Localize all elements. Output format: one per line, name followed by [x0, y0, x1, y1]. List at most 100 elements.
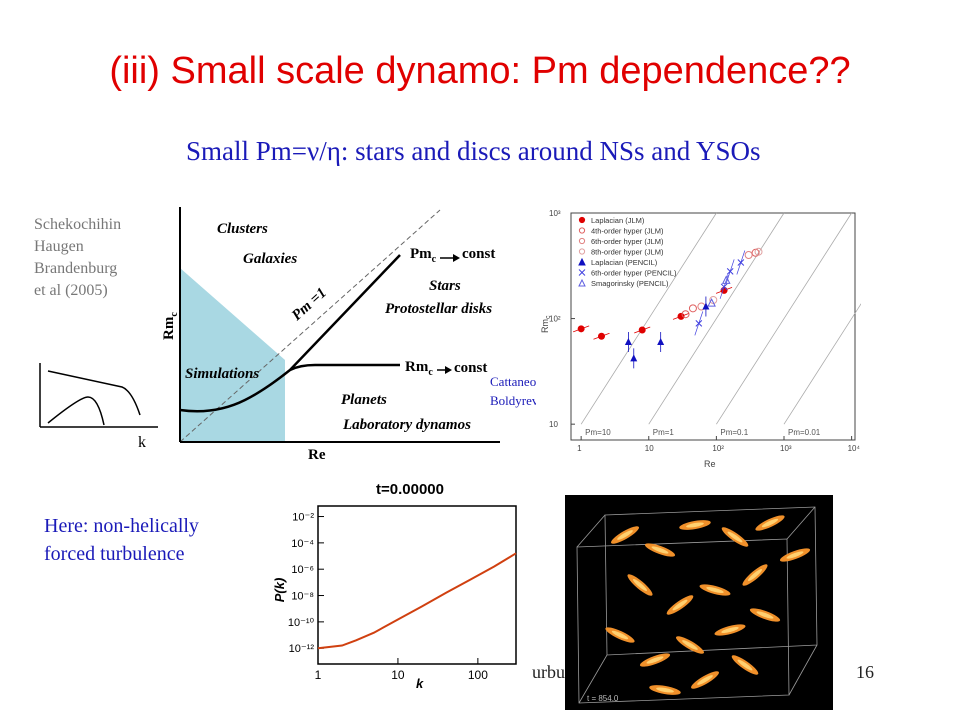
spectrum-x-tick-label: 1 [315, 668, 322, 682]
field-structures-group [605, 515, 811, 695]
regime-ylabel: Rmc [161, 312, 180, 340]
scatter-point [721, 275, 731, 284]
pm-lines-group: Pm=10 Pm=1 Pm=0.1 Pm=0.01 [580, 212, 861, 437]
scatter-x-tick-label: 10³ [780, 444, 792, 453]
field-structure-core [761, 518, 779, 528]
lower-branch-curve [289, 363, 400, 372]
lower-arrowhead-icon [445, 366, 452, 374]
scatter-y-tick-label: 10³ [549, 209, 561, 218]
field-structure-core [721, 626, 739, 634]
scatter-point [638, 326, 646, 334]
regime-xlabel: Re [308, 447, 326, 463]
simulations-region [180, 268, 285, 442]
legend-entry: Laplacian (JLM) [591, 216, 645, 225]
pm-one-line [179, 209, 441, 443]
legend-marker [578, 248, 586, 255]
legend-entry: 6th-order hyper (JLM) [591, 237, 664, 246]
magnetic-field-render: t = 854.0 [565, 495, 833, 710]
scatter-x-tick-label: 10⁴ [848, 444, 861, 453]
spectrum-sketch: k [39, 363, 158, 451]
spectrum-x-tick-label: 10 [391, 668, 405, 682]
scatter-point [577, 325, 585, 333]
scatter-error-bar [719, 274, 729, 299]
spectrum-y-tick-label: 10⁻⁴ [291, 538, 314, 550]
page-number: 16 [856, 662, 874, 682]
scatter-point [630, 354, 638, 362]
upper-branch-curve [179, 254, 401, 413]
scatter-point [597, 332, 605, 340]
scatter-ylabel: Rmc [540, 315, 552, 333]
sketch-xlabel: k [138, 434, 146, 451]
pm-line-label: Pm=10 [585, 428, 611, 437]
scatter-points-group [573, 247, 763, 369]
legend-marker [578, 278, 586, 287]
pm-line [716, 212, 852, 425]
scatter-y-tick-label: 10² [549, 315, 561, 324]
scatter-ticks-group: 1 10 10² 10³ 10⁴ 10 10² 10³ [549, 209, 861, 453]
spectrum-title: t=0.00000 [376, 481, 444, 498]
region-protostellar-disks: Protostellar disks [385, 301, 492, 317]
pm-line-label: Pm=1 [653, 428, 675, 437]
field-structure-core [697, 675, 713, 685]
spectrum-x-tick-label: 100 [468, 668, 488, 682]
scatter-error-bar [694, 311, 704, 336]
lower-branch-const: const [454, 360, 487, 376]
legend-marker [578, 237, 586, 245]
legend-entry: 4th-order hyper (JLM) [591, 227, 664, 236]
footer-text: urbu [532, 662, 565, 682]
legend-entry: 8th-order hyper (JLM) [591, 248, 664, 257]
legend-marker [578, 269, 586, 276]
spectrum-y-tick-label: 10⁻⁸ [291, 591, 314, 603]
scatter-x-tick-label: 10 [645, 444, 654, 453]
field-structure-core [632, 579, 648, 591]
spectrum-xlabel: k [416, 676, 424, 690]
legend-marker [578, 227, 586, 234]
scatter-point [702, 302, 710, 310]
slide-title: (iii) Small scale dynamo: Pm dependence?… [109, 50, 851, 92]
legend-entry: Smagorinsky (PENCIL) [591, 279, 669, 288]
scatter-point [707, 298, 716, 307]
region-planets: Planets [341, 392, 387, 408]
scatter-point [744, 251, 753, 260]
scatter-x-tick-label: 1 [577, 444, 582, 453]
upper-branch-label: Pmc [410, 246, 437, 265]
upper-arrowhead-icon [453, 254, 460, 262]
field-structure-core [786, 551, 804, 559]
regime-diagram: Clusters Galaxies Stars Protostellar dis… [161, 207, 500, 463]
slide-subtitle: Small Pm=ν/η: stars and discs around NSs… [186, 136, 761, 166]
spectrum-ticks-group: 1 10 100 10⁻² 10⁻⁴ 10⁻⁶ 10⁻⁸ 10⁻¹⁰ 10⁻¹² [288, 512, 488, 682]
rm-re-scatter-chart: Pm=10 Pm=1 Pm=0.1 Pm=0.01 1 10 10² 10³ 10⁴ 10 10²… [536, 205, 861, 467]
field-structure-core [756, 611, 774, 619]
spectrum-y-tick-label: 10⁻¹² [289, 643, 315, 655]
spectrum-y-tick-label: 10⁻² [292, 512, 314, 524]
scatter-point [677, 312, 685, 320]
field-structure-core [672, 599, 688, 611]
pm-line [648, 212, 785, 425]
pm-line [580, 212, 717, 425]
scatter-point [754, 247, 763, 256]
field-structure-core [686, 522, 704, 528]
sketch-magnetic-curve [47, 396, 105, 426]
pm-line-label: Pm=0.1 [720, 428, 748, 437]
scatter-error-bar [736, 250, 746, 275]
spectrum-series-line [317, 552, 517, 650]
field-structure-core [727, 531, 743, 543]
scatter-point [624, 338, 632, 346]
pm-line [783, 303, 861, 425]
field-structure-core [656, 687, 674, 693]
scatter-x-tick-label: 10² [712, 444, 724, 453]
render-box-wireframe [576, 506, 818, 704]
legend-entry: 6th-order hyper (PENCIL) [591, 269, 677, 278]
sketch-kinetic-curve [47, 370, 141, 416]
cattaneo-citation: Cattaneo, Boldyrev [490, 374, 540, 408]
legend-marker [578, 216, 586, 224]
power-spectrum-chart: t=0.00000 1 10 100 10⁻² 10⁻⁴ 10⁻⁶ 10⁻⁸ 10⁻¹⁰ 10⁻… [272, 481, 517, 690]
scatter-legend: Laplacian (JLM)4th-order hyper (JLM)6th-… [578, 216, 677, 288]
field-structure-core [682, 640, 698, 650]
region-stars: Stars [429, 278, 461, 294]
region-simulations: Simulations [185, 366, 259, 382]
field-structure-core [651, 546, 669, 554]
scatter-frame [570, 212, 856, 441]
pm-one-label: Pm =1 [289, 285, 330, 324]
spectrum-frame [317, 505, 517, 665]
